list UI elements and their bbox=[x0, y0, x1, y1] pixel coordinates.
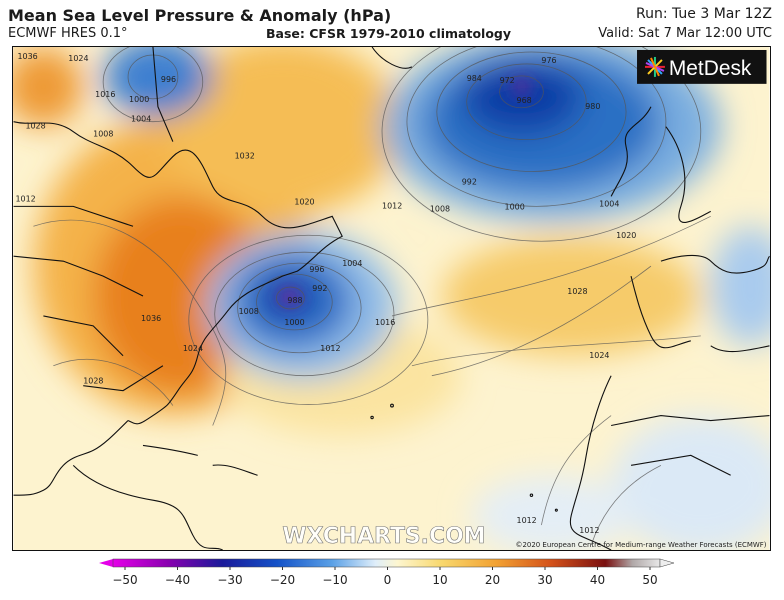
coastlines bbox=[13, 47, 770, 550]
isobar-label: 984 bbox=[467, 74, 482, 83]
isobar-label: 1000 bbox=[284, 318, 304, 327]
colorbar-tick-label: 50 bbox=[642, 573, 657, 587]
isobar-label: 1012 bbox=[382, 201, 402, 210]
isobar-label: 1024 bbox=[589, 351, 609, 360]
model-label: ECMWF HRES 0.1° bbox=[8, 26, 128, 41]
isobar-label: 972 bbox=[500, 76, 515, 85]
colorbar-gradient bbox=[112, 558, 661, 568]
isobar-label: 1032 bbox=[235, 152, 255, 161]
isobar-label: 988 bbox=[287, 296, 302, 305]
isobar-label: 1020 bbox=[294, 197, 314, 206]
isobar-label: 1000 bbox=[129, 95, 149, 104]
colorbar: −50 −40 −30 −20 −10 0 10 20 30 40 50 bbox=[99, 558, 675, 587]
logo-starburst-icon bbox=[644, 56, 665, 77]
metdesk-logo: MetDesk bbox=[637, 49, 767, 84]
isobars bbox=[33, 47, 711, 546]
isobar-label: 976 bbox=[541, 56, 556, 65]
isobar-label: 996 bbox=[161, 75, 176, 84]
colorbar-tick-label: 20 bbox=[485, 573, 500, 587]
isobar-label: 1028 bbox=[567, 287, 587, 296]
run-time: Run: Tue 3 Mar 12Z bbox=[635, 6, 772, 22]
isobar-label: 968 bbox=[517, 96, 532, 105]
header bbox=[0, 0, 784, 46]
isobar-label: 992 bbox=[312, 284, 327, 293]
watermark: WXCHARTS.COM bbox=[282, 524, 485, 549]
colorbar-tick-label: −40 bbox=[165, 573, 190, 587]
isobar-label: 1000 bbox=[505, 202, 525, 211]
isobar-label: 1004 bbox=[599, 199, 619, 208]
colorbar-max-arrow bbox=[659, 558, 675, 568]
colorbar-min-arrow bbox=[99, 559, 113, 567]
isobar-label: 1008 bbox=[239, 307, 259, 316]
isobar-label: 1016 bbox=[375, 318, 395, 327]
colorbar-tick-label: 10 bbox=[432, 573, 447, 587]
colorbar-tick-label: −10 bbox=[322, 573, 347, 587]
colorbar-tick-label: 40 bbox=[590, 573, 605, 587]
copyright-note: ©2020 European Centre for Medium-range W… bbox=[516, 541, 767, 549]
isobar-label: 996 bbox=[309, 265, 324, 274]
isobar-label: 1008 bbox=[430, 204, 450, 213]
logo-text: MetDesk bbox=[669, 57, 752, 80]
isobar-label: 1036 bbox=[17, 52, 37, 61]
colorbar-tick-label: −30 bbox=[217, 573, 242, 587]
climatology-base: Base: CFSR 1979-2010 climatology bbox=[266, 26, 512, 41]
isobar-label: 1028 bbox=[83, 377, 103, 386]
isobar-label: 1012 bbox=[579, 526, 599, 535]
isobar-label: 980 bbox=[585, 102, 600, 111]
isobar-label: 1008 bbox=[93, 130, 113, 139]
isobar-label: 1020 bbox=[616, 231, 636, 240]
colorbar-tick-label: 30 bbox=[537, 573, 552, 587]
isobar-label: 1024 bbox=[68, 54, 88, 63]
isobar-label: 1024 bbox=[183, 344, 203, 353]
isobar-label: 1004 bbox=[342, 259, 362, 268]
isobar-label: 1012 bbox=[517, 516, 537, 525]
isobar-label: 1012 bbox=[320, 344, 340, 353]
chart-title: Mean Sea Level Pressure & Anomaly (hPa) bbox=[8, 6, 392, 25]
valid-time: Valid: Sat 7 Mar 12:00 UTC bbox=[598, 26, 772, 41]
isobar-label: 1012 bbox=[15, 194, 35, 203]
isobar-labels: 1036 1024 1016 1012 1000 996 1004 1008 1… bbox=[15, 52, 636, 535]
isobar-label: 1004 bbox=[131, 115, 151, 124]
isobar-label: 1016 bbox=[95, 90, 115, 99]
isobar-label: 992 bbox=[462, 177, 477, 186]
pressure-anomaly-map: 1036 1024 1016 1012 1000 996 1004 1008 1… bbox=[12, 46, 771, 551]
colorbar-tick-label: 0 bbox=[384, 573, 392, 587]
isobar-label: 1036 bbox=[141, 314, 161, 323]
isobar-label: 1028 bbox=[25, 122, 45, 131]
colorbar-tick-label: −50 bbox=[112, 573, 137, 587]
colorbar-tick-label: −20 bbox=[270, 573, 295, 587]
